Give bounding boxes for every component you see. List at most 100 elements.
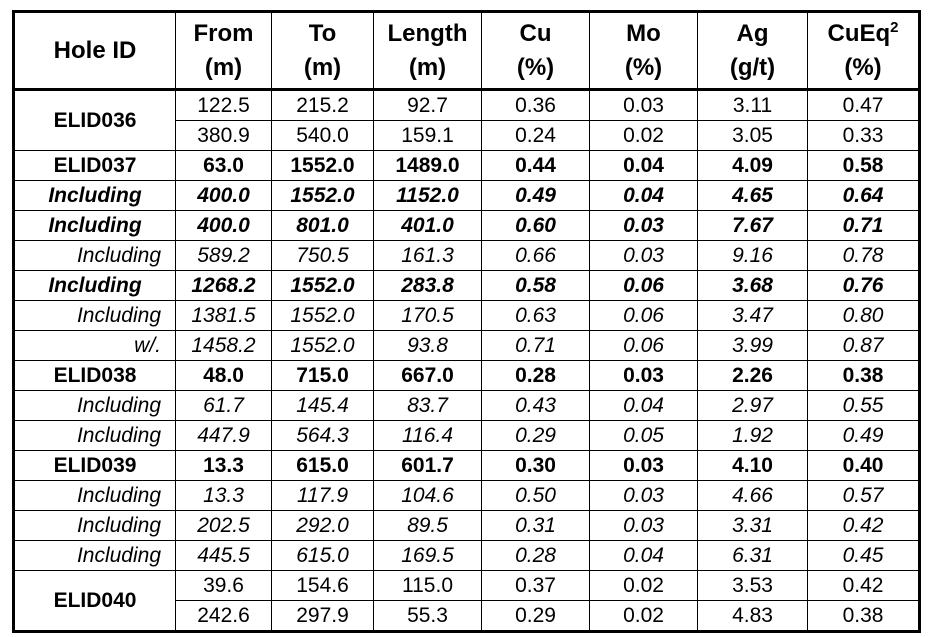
table-row: Including 589.2 750.5 161.3 0.66 0.03 9.16 0.78	[13, 240, 920, 271]
value-cell: 750.5	[271, 240, 374, 271]
value-cell: 0.50	[481, 480, 590, 511]
header-cell: Length (m)	[373, 11, 482, 91]
value-cell: 401.0	[373, 210, 482, 241]
value-cell: 0.66	[481, 240, 590, 271]
value-cell: 3.47	[697, 300, 808, 331]
value-cell: 0.42	[807, 510, 920, 541]
value-cell: 292.0	[271, 510, 374, 541]
value-cell: 0.71	[807, 210, 920, 241]
header-unit: (m)	[408, 53, 447, 81]
value-cell: 0.80	[807, 300, 920, 331]
value-cell: 3.99	[697, 330, 808, 361]
hole-label: w/.	[13, 330, 176, 361]
value-cell: 615.0	[271, 450, 374, 481]
table-row: Including 1268.2 1552.0 283.8 0.58 0.06 3.68 0.…	[13, 270, 920, 301]
value-cell: 0.03	[589, 89, 698, 121]
header-unit: (m)	[204, 53, 243, 81]
value-cell: 4.10	[697, 450, 808, 481]
table-row: ELID038 48.0 715.0 667.0 0.28 0.03 2.26 0.38	[13, 360, 920, 391]
value-cell: 1.92	[697, 420, 808, 451]
value-cell: 447.9	[175, 420, 272, 451]
value-cell: 3.05	[697, 120, 808, 151]
value-cell: 63.0	[175, 150, 272, 181]
value-cell: 801.0	[271, 210, 374, 241]
table-row: ELID036 122.5 215.2 92.7 0.36 0.03 3.11 0.47	[13, 89, 920, 151]
value-cell: 380.9	[175, 120, 272, 151]
hole-label: Including	[13, 270, 176, 301]
hole-label: Including	[13, 510, 176, 541]
header-cell: To (m)	[271, 11, 374, 91]
value-cell: 13.3	[175, 480, 272, 511]
table-row: Including 13.3 117.9 104.6 0.50 0.03 4.66 0.57	[13, 480, 920, 511]
table-row: Including 400.0 1552.0 1152.0 0.49 0.04 4.65 0.…	[13, 180, 920, 211]
value-cell: 9.16	[697, 240, 808, 271]
value-cell: 1152.0	[373, 180, 482, 211]
table-row: 242.6 297.9 55.3 0.29 0.02 4.83 0.38	[14, 600, 920, 632]
table-row: 380.9 540.0 159.1 0.24 0.02 3.05 0.33	[14, 120, 920, 151]
value-cell: 0.24	[481, 120, 590, 151]
header-cell: From (m)	[175, 11, 272, 91]
header-unit: (g/t)	[729, 53, 776, 81]
table-row: Including 445.5 615.0 169.5 0.28 0.04 6.31 0.45	[13, 540, 920, 571]
header-unit: (%)	[624, 53, 663, 81]
value-cell: 0.57	[807, 480, 920, 511]
value-cell: 6.31	[697, 540, 808, 571]
value-cell: 145.4	[271, 390, 374, 421]
value-cell: 283.8	[373, 270, 482, 301]
header-unit: (m)	[303, 53, 342, 81]
table-row: Including 400.0 801.0 401.0 0.60 0.03 7.67 0.71	[13, 210, 920, 241]
table-row: Including 1381.5 1552.0 170.5 0.63 0.06 3.47 0.…	[13, 300, 920, 331]
value-cell: 122.5	[175, 89, 272, 121]
table-row: ELID040 39.6 154.6 115.0 0.37 0.02 3.53 0.42	[13, 570, 920, 632]
value-cell: 589.2	[175, 240, 272, 271]
value-cell: 0.36	[481, 89, 590, 121]
value-cell: 0.03	[589, 480, 698, 511]
value-cell: 0.43	[481, 390, 590, 421]
header-name: CuEq	[827, 19, 891, 47]
header-superscript: 2	[890, 18, 899, 36]
value-cell: 3.11	[697, 89, 808, 121]
header-cell: CuEq2 (%)	[807, 11, 920, 91]
value-cell: 1552.0	[271, 180, 374, 211]
value-cell: 1552.0	[271, 300, 374, 331]
value-cell: 0.02	[589, 120, 698, 151]
value-cell: 0.44	[481, 150, 590, 181]
value-cell: 0.38	[807, 360, 920, 391]
header-cell: Hole ID	[13, 11, 176, 91]
table-row: Including 61.7 145.4 83.7 0.43 0.04 2.97 0.55	[13, 390, 920, 421]
hole-label: Including	[13, 210, 176, 241]
header-cell: Cu (%)	[481, 11, 590, 91]
value-cell: 154.6	[271, 570, 374, 601]
value-cell: 0.29	[481, 420, 590, 451]
value-cell: 1458.2	[175, 330, 272, 361]
value-cell: 0.04	[589, 390, 698, 421]
value-cell: 0.64	[807, 180, 920, 211]
value-cell: 215.2	[271, 89, 374, 121]
table-row: ELID039 13.3 615.0 601.7 0.30 0.03 4.10 0.40	[13, 450, 920, 481]
value-cell: 0.02	[589, 600, 698, 632]
value-cell: 0.06	[589, 330, 698, 361]
hole-label: Including	[13, 420, 176, 451]
value-cell: 0.63	[481, 300, 590, 331]
value-cell: 0.38	[807, 600, 920, 632]
value-cell: 0.06	[589, 300, 698, 331]
value-cell: 1552.0	[271, 270, 374, 301]
value-cell: 3.68	[697, 270, 808, 301]
table-row: ELID037 63.0 1552.0 1489.0 0.44 0.04 4.09 0.58	[13, 150, 920, 181]
value-cell: 170.5	[373, 300, 482, 331]
value-cell: 0.58	[807, 150, 920, 181]
value-cell: 0.71	[481, 330, 590, 361]
assay-table: Hole ID From (m) To (m) Length (m) Cu (%) Mo (%) Ag…	[12, 10, 921, 633]
value-cell: 2.97	[697, 390, 808, 421]
value-cell: 0.87	[807, 330, 920, 361]
value-cell: 39.6	[175, 570, 272, 601]
value-cell: 3.53	[697, 570, 808, 601]
table-row: w/. 1458.2 1552.0 93.8 0.71 0.06 3.99 0.87	[13, 330, 920, 361]
hole-label: Including	[13, 540, 176, 571]
value-cell: 2.26	[697, 360, 808, 391]
value-cell: 48.0	[175, 360, 272, 391]
value-cell: 13.3	[175, 450, 272, 481]
value-cell: 1489.0	[373, 150, 482, 181]
hole-label: ELID036	[13, 89, 176, 151]
